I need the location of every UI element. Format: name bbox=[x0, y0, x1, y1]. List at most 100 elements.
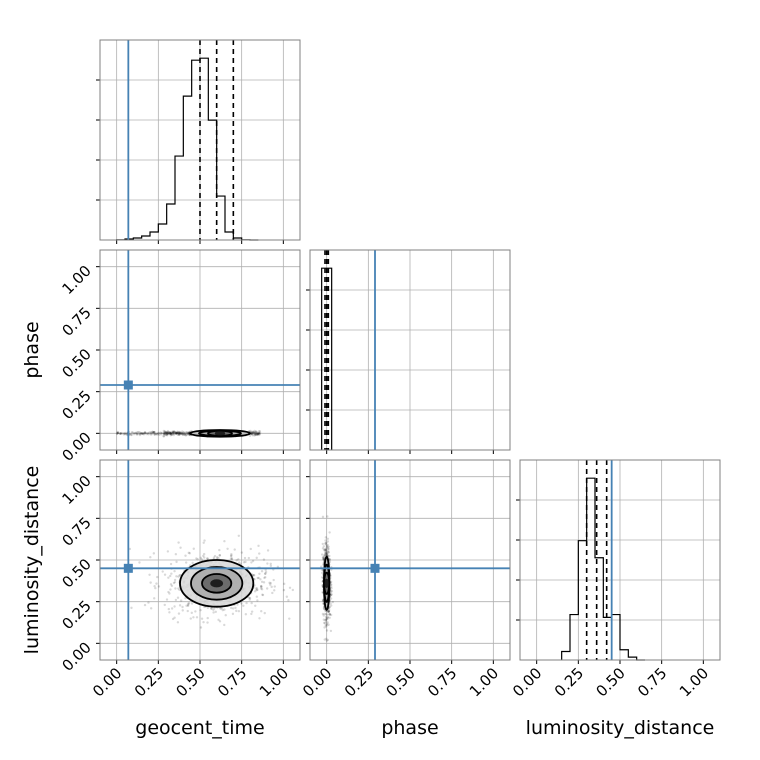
pair-geocent-time-phase-sample-22 bbox=[132, 431, 136, 435]
pair-phase-luminosity-distance-sample-0 bbox=[323, 638, 326, 641]
pair-phase-luminosity-distance-xtick-label-0: 0.00 bbox=[299, 664, 335, 700]
pair-phase-luminosity-distance-sample-268 bbox=[324, 542, 327, 546]
pair-phase-luminosity-distance-sample-271 bbox=[321, 584, 324, 587]
pair-geocent-time-phase-sample-287 bbox=[128, 432, 132, 436]
pair-phase-luminosity-distance-xtick-label-3: 0.75 bbox=[424, 664, 460, 700]
pair-phase-luminosity-distance-sample-88 bbox=[326, 616, 329, 619]
pair-phase-luminosity-distance-xtick-label-2: 0.50 bbox=[382, 664, 418, 700]
pair-phase-luminosity-distance-sample-522 bbox=[324, 551, 328, 555]
pair-geocent-time-phase-sample-333 bbox=[147, 433, 150, 436]
pair-geocent-time-luminosity-distance-sample-507 bbox=[288, 617, 291, 620]
pair-phase-luminosity-distance-sample-108 bbox=[327, 551, 330, 554]
pair-geocent-time-phase-sample-337 bbox=[255, 431, 259, 435]
pair-geocent-time-phase-sample-627 bbox=[149, 431, 152, 434]
pair-geocent-time-phase-sample-175 bbox=[185, 431, 188, 434]
pair-geocent-time-phase-sample-395 bbox=[175, 431, 178, 435]
pair-geocent-time-luminosity-distance-sample-466 bbox=[187, 602, 190, 605]
pair-geocent-time-phase-sample-452 bbox=[115, 432, 119, 435]
pair-geocent-time-luminosity-distance-sample-337 bbox=[153, 584, 156, 588]
pair-geocent-time-phase-sample-695 bbox=[170, 431, 173, 434]
pair-phase-luminosity-distance-sample-35 bbox=[328, 531, 331, 534]
pair-geocent-time-phase-sample-358 bbox=[253, 432, 256, 435]
pair-geocent-time-phase-sample-669 bbox=[162, 431, 166, 435]
pair-phase-luminosity-distance-sample-306 bbox=[326, 616, 330, 619]
pair-phase-luminosity-distance-sample-511 bbox=[324, 615, 328, 619]
pair-phase-luminosity-distance-sample-525 bbox=[321, 556, 325, 559]
pair-geocent-time-phase-sample-139 bbox=[168, 432, 171, 435]
pair-phase-luminosity-distance-sample-493 bbox=[325, 546, 328, 549]
pair-geocent-time-phase-sample-207 bbox=[171, 431, 175, 435]
pair-geocent-time-phase-sample-407 bbox=[174, 432, 178, 436]
pair-geocent-time-luminosity-distance-sample-578 bbox=[179, 599, 183, 602]
pair-geocent-time-phase-sample-218 bbox=[252, 431, 255, 434]
pair-geocent-time-phase-sample-576 bbox=[251, 430, 255, 434]
pair-geocent-time-phase-sample-90 bbox=[176, 431, 179, 435]
pair-geocent-time-phase-sample-185 bbox=[174, 432, 178, 435]
pair-phase-luminosity-distance-sample-660 bbox=[322, 556, 326, 559]
pair-geocent-time-phase-sample-94 bbox=[119, 432, 122, 435]
pair-geocent-time-phase-sample-1 bbox=[164, 431, 167, 435]
pair-geocent-time-luminosity-distance-sample-445 bbox=[250, 610, 254, 613]
pair-phase-luminosity-distance-sample-70 bbox=[320, 576, 324, 579]
pair-geocent-time-phase-sample-365 bbox=[165, 433, 168, 436]
pair-geocent-time-phase-sample-305 bbox=[174, 432, 178, 435]
pair-geocent-time-luminosity-distance-sample-357 bbox=[130, 606, 133, 610]
pair-geocent-time-luminosity-distance-sample-284 bbox=[260, 587, 263, 590]
pair-geocent-time-phase-contour-core bbox=[214, 430, 226, 436]
pair-geocent-time-phase-sample-251 bbox=[135, 431, 139, 434]
pair-geocent-time-phase-sample-143 bbox=[170, 431, 173, 434]
pair-phase-luminosity-distance-sample-26 bbox=[322, 558, 325, 561]
pair-geocent-time-luminosity-distance-sample-610 bbox=[195, 616, 199, 619]
pair-geocent-time-phase-sample-253 bbox=[130, 433, 133, 436]
pair-geocent-time-phase-sample-255 bbox=[163, 430, 166, 434]
pair-geocent-time-phase-sample-523 bbox=[144, 431, 147, 435]
pair-geocent-time-luminosity-distance-sample-315 bbox=[235, 559, 238, 562]
pair-geocent-time-phase-sample-85 bbox=[256, 433, 259, 436]
pair-geocent-time-phase-sample-553 bbox=[181, 433, 185, 437]
pair-geocent-time-phase-sample-188 bbox=[149, 431, 153, 434]
pair-phase-luminosity-distance-sample-99 bbox=[324, 553, 327, 557]
pair-geocent-time-luminosity-distance-sample-499 bbox=[270, 585, 273, 589]
pair-phase-luminosity-distance-sample-144 bbox=[322, 545, 326, 548]
pair-geocent-time-luminosity-distance-sample-670 bbox=[236, 603, 239, 606]
pair-phase-luminosity-distance-sample-7 bbox=[326, 547, 329, 550]
pair-phase-luminosity-distance-sample-107 bbox=[324, 550, 328, 553]
pair-geocent-time-phase-sample-350 bbox=[176, 431, 180, 435]
pair-phase-luminosity-distance-sample-429 bbox=[321, 591, 324, 594]
pair-geocent-time-luminosity-distance-sample-295 bbox=[149, 556, 152, 559]
pair-geocent-time-phase-sample-678 bbox=[164, 433, 167, 436]
x-axis-title-luminosity-distance: luminosity_distance bbox=[526, 717, 715, 739]
pair-geocent-time-phase-sample-155 bbox=[162, 432, 165, 435]
pair-phase-luminosity-distance-sample-258 bbox=[324, 625, 328, 628]
pair-geocent-time-phase-sample-609 bbox=[153, 431, 156, 434]
pair-geocent-time-phase-sample-240 bbox=[121, 432, 124, 435]
pair-geocent-time-luminosity-distance-sample-140 bbox=[138, 561, 141, 564]
pair-geocent-time-phase-sample-434 bbox=[251, 432, 254, 436]
pair-phase-luminosity-distance-sample-465 bbox=[322, 618, 326, 621]
pair-geocent-time-phase-sample-315 bbox=[169, 432, 172, 435]
pair-geocent-time-phase-sample-314 bbox=[165, 432, 168, 435]
pair-geocent-time-luminosity-distance-sample-699 bbox=[259, 585, 263, 588]
pair-phase-luminosity-distance-sample-623 bbox=[325, 617, 328, 620]
pair-geocent-time-phase-sample-257 bbox=[169, 431, 173, 435]
pair-geocent-time-luminosity-distance-sample-270 bbox=[252, 574, 255, 577]
pair-geocent-time-luminosity-distance-sample-582 bbox=[276, 565, 280, 568]
pair-geocent-time-luminosity-distance-sample-694 bbox=[143, 603, 147, 607]
pair-geocent-time-phase-sample-596 bbox=[141, 432, 144, 435]
pair-phase-luminosity-distance-sample-419 bbox=[326, 610, 330, 613]
pair-geocent-time-phase-sample-320 bbox=[257, 432, 261, 435]
pair-geocent-time-phase-sample-125 bbox=[136, 432, 139, 436]
pair-geocent-time-phase-sample-548 bbox=[252, 431, 256, 434]
pair-geocent-time-phase-sample-299 bbox=[159, 431, 162, 434]
pair-geocent-time-luminosity-distance-sample-149 bbox=[264, 576, 267, 579]
pair-geocent-time-phase-sample-7 bbox=[173, 430, 176, 434]
pair-phase-luminosity-distance-truth-marker bbox=[370, 563, 380, 573]
pair-geocent-time-phase-sample-507 bbox=[180, 431, 184, 435]
pair-geocent-time-phase-sample-111 bbox=[172, 432, 176, 435]
pair-phase-luminosity-distance-sample-333 bbox=[324, 548, 328, 551]
pair-geocent-time-luminosity-distance-sample-273 bbox=[264, 572, 267, 575]
pair-geocent-time-luminosity-distance-sample-156 bbox=[220, 607, 224, 610]
pair-geocent-time-phase-sample-30 bbox=[140, 432, 143, 435]
pair-geocent-time-luminosity-distance-truth-marker bbox=[123, 563, 133, 573]
pair-geocent-time-phase-sample-203 bbox=[183, 433, 186, 436]
